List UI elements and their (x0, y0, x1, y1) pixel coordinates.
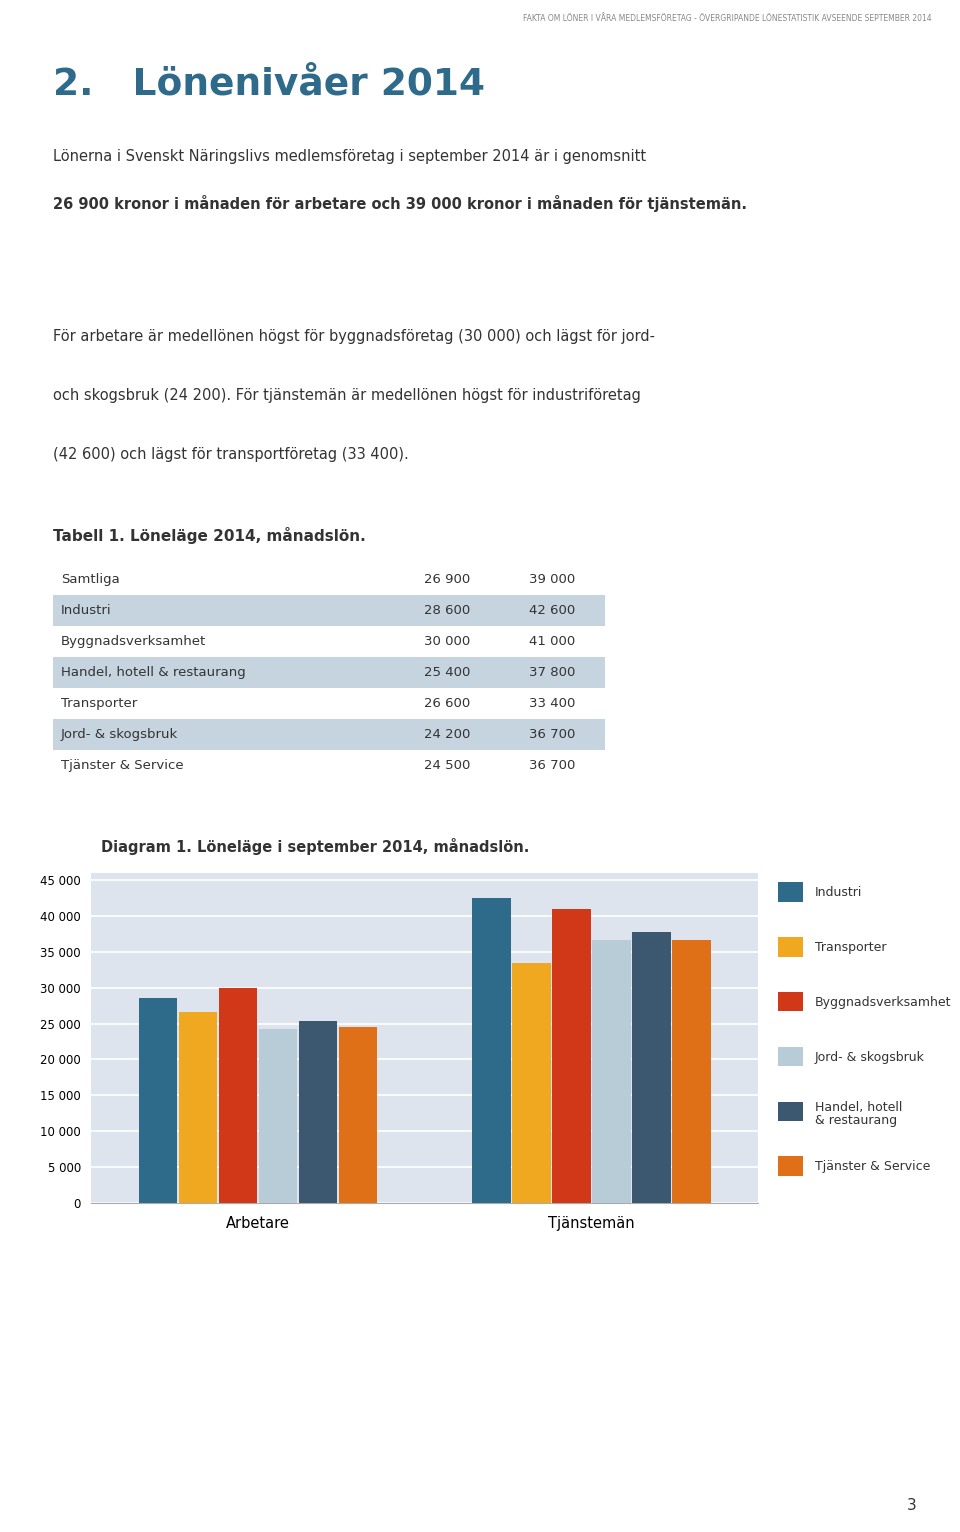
Text: Industri: Industri (814, 885, 862, 899)
Bar (513, 964, 551, 1203)
Text: 2.   Lönenivåer 2014: 2. Lönenivåer 2014 (53, 66, 485, 103)
Text: 36 700: 36 700 (529, 728, 576, 741)
Bar (552, 908, 590, 1203)
Text: Byggnadsverksamhet: Byggnadsverksamhet (61, 634, 206, 648)
Text: 24 500: 24 500 (424, 758, 470, 772)
Bar (53, 749, 605, 781)
Text: (42 600) och lägst för transportföretag (33 400).: (42 600) och lägst för transportföretag … (53, 447, 409, 463)
Bar (592, 939, 631, 1203)
Text: 24 200: 24 200 (424, 728, 470, 741)
Bar (53, 625, 605, 657)
Text: 26 900: 26 900 (424, 573, 470, 585)
Text: Tjänster & Service: Tjänster & Service (61, 758, 183, 772)
Text: 3: 3 (907, 1498, 917, 1514)
Text: Handel, hotell & restaurang: Handel, hotell & restaurang (61, 666, 246, 679)
Text: Byggnadsverksamhet: Byggnadsverksamhet (814, 996, 951, 1008)
Bar (179, 1013, 217, 1203)
Bar (633, 931, 671, 1203)
Text: Industri: Industri (61, 604, 111, 617)
Bar (472, 898, 511, 1203)
Text: FAKTA OM LÖNER I VÅRA MEDLEMSFÖRETAG - ÖVERGRIPANDE LÖNESTATISTIK AVSEENDE SEPTE: FAKTA OM LÖNER I VÅRA MEDLEMSFÖRETAG - Ö… (522, 14, 931, 23)
Text: 26 900 kronor i månaden för arbetare och 39 000 kronor i månaden för tjänstemän.: 26 900 kronor i månaden för arbetare och… (53, 195, 747, 211)
Text: 30 000: 30 000 (424, 634, 470, 648)
Text: Transporter: Transporter (814, 941, 886, 954)
Bar (299, 1020, 337, 1203)
Text: Tjänster & Service: Tjänster & Service (814, 1160, 930, 1174)
Text: Diagram 1. Löneläge i september 2014, månadslön.: Diagram 1. Löneläge i september 2014, må… (101, 838, 529, 855)
Bar (778, 991, 803, 1011)
Text: 28 600: 28 600 (424, 604, 470, 617)
Text: 37 800: 37 800 (529, 666, 576, 679)
Bar (53, 657, 605, 688)
Bar (259, 1030, 298, 1203)
Text: 36 700: 36 700 (529, 758, 576, 772)
Bar (778, 1046, 803, 1066)
Bar (672, 939, 711, 1203)
Bar (53, 564, 605, 594)
Text: 42 600: 42 600 (529, 604, 575, 617)
Text: 39 000: 39 000 (529, 573, 575, 585)
Bar (219, 988, 257, 1203)
Text: Lönerna i Svenskt Näringslivs medlemsföretag i september 2014 är i genomsnitt: Lönerna i Svenskt Näringslivs medlemsför… (53, 149, 646, 164)
Text: Tabell 1. Löneläge 2014, månadslön.: Tabell 1. Löneläge 2014, månadslön. (53, 527, 366, 544)
Bar (53, 594, 605, 625)
Text: 41 000: 41 000 (529, 634, 575, 648)
Text: 26 600: 26 600 (424, 697, 470, 709)
Text: Jord- & skogsbruk: Jord- & skogsbruk (61, 728, 179, 741)
Bar (778, 882, 803, 902)
Text: Tjänstemän: Tjänstemän (509, 573, 596, 585)
Bar (778, 936, 803, 956)
Bar (53, 564, 605, 594)
Text: 25 400: 25 400 (424, 666, 470, 679)
Bar (778, 1157, 803, 1177)
Text: Näringsgren: Näringsgren (61, 573, 154, 585)
Bar (53, 688, 605, 719)
Text: & restaurang: & restaurang (814, 1114, 897, 1126)
Text: Samtliga: Samtliga (61, 573, 120, 585)
Text: Arbetare: Arbetare (415, 573, 481, 585)
Text: Handel, hotell: Handel, hotell (814, 1100, 902, 1114)
Text: Transporter: Transporter (61, 697, 137, 709)
Text: Jord- & skogsbruk: Jord- & skogsbruk (814, 1051, 924, 1063)
Bar (138, 997, 178, 1203)
Text: För arbetare är medellönen högst för byggnadsföretag (30 000) och lägst för jord: För arbetare är medellönen högst för byg… (53, 329, 655, 345)
Text: och skogsbruk (24 200). För tjänstemän är medellönen högst för industriföretag: och skogsbruk (24 200). För tjänstemän ä… (53, 388, 640, 403)
Text: 33 400: 33 400 (529, 697, 576, 709)
Bar (339, 1026, 377, 1203)
Bar (778, 1102, 803, 1121)
Bar (53, 719, 605, 749)
